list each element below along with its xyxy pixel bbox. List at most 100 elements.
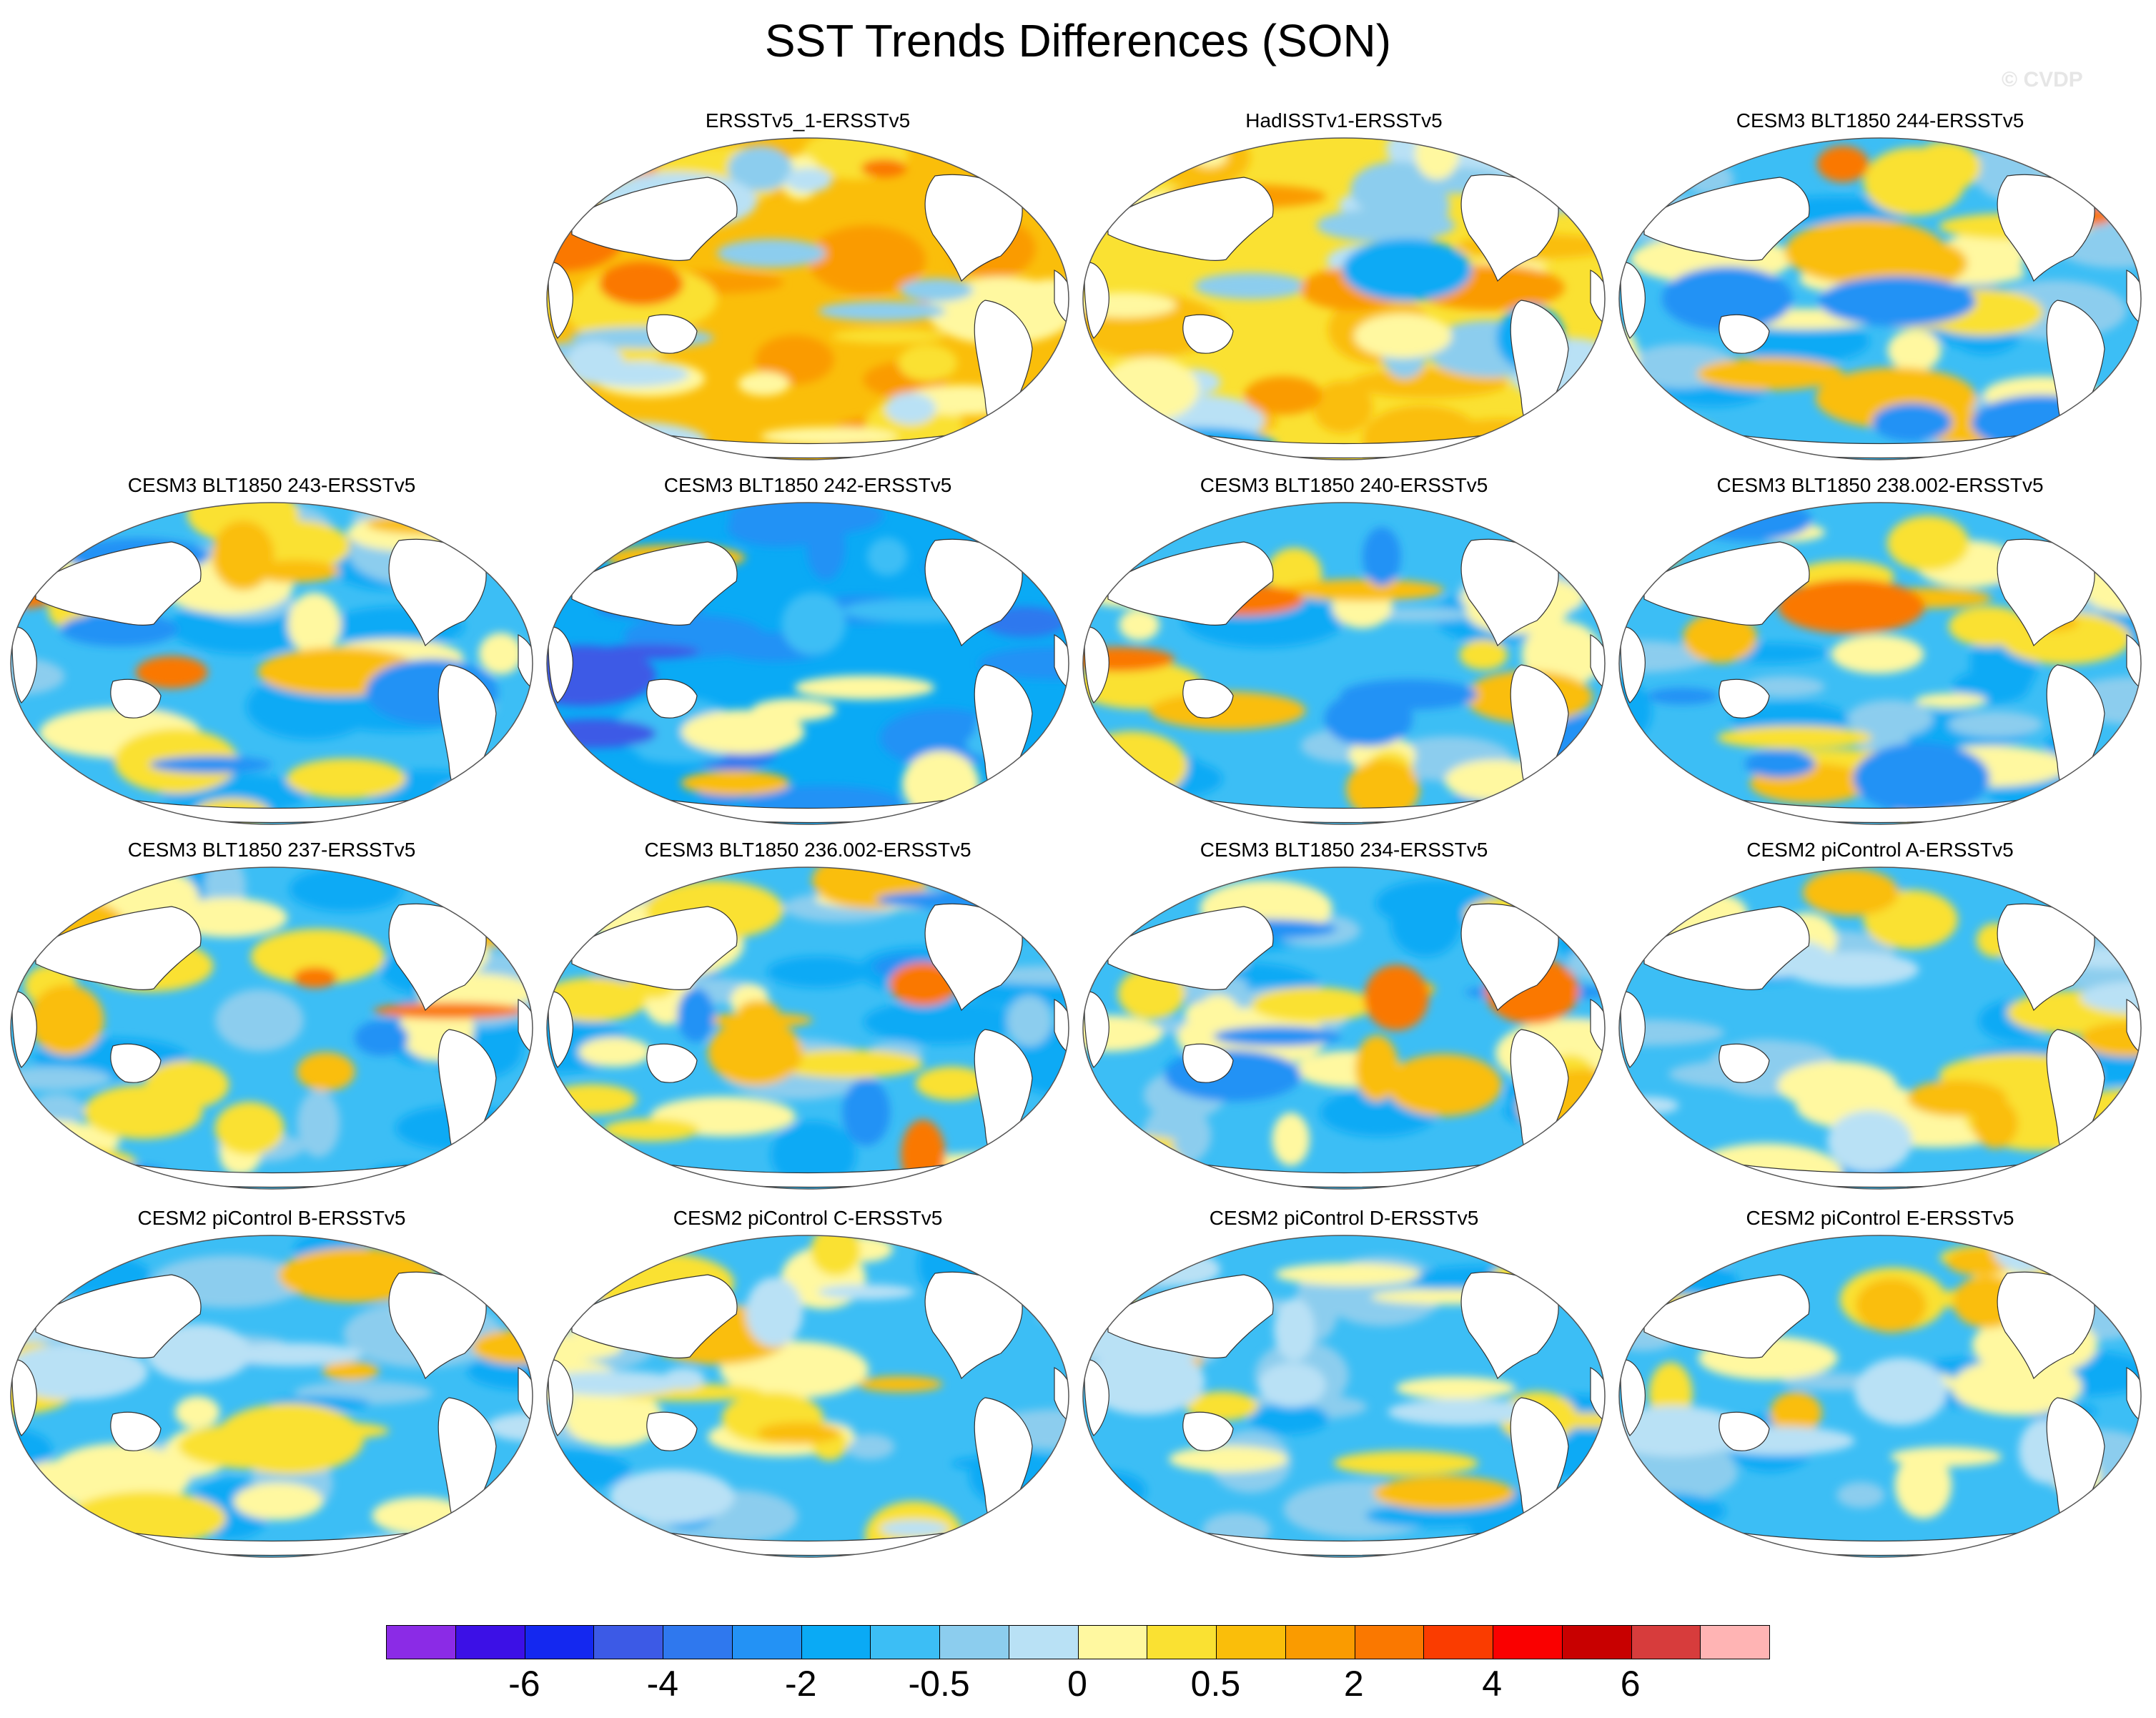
robinson-map (1082, 1235, 1606, 1558)
map-border (1082, 867, 1606, 1190)
map-panel: CESM2 piControl C-ERSSTv5 (543, 1205, 1072, 1562)
land-mass (548, 262, 573, 339)
map-panel: CESM2 piControl A-ERSSTv5 (1616, 836, 2145, 1194)
land-mass (1039, 177, 1067, 216)
colorbar-segment (1493, 1626, 1563, 1659)
land-mass (110, 678, 162, 719)
land-mass (571, 906, 738, 990)
colorbar-segment (1424, 1626, 1493, 1659)
land-mass (646, 1411, 698, 1451)
robinson-map (546, 502, 1069, 825)
robinson-map (10, 502, 533, 825)
map-border (546, 502, 1069, 825)
robinson-map (1082, 137, 1606, 460)
colorbar-segment (594, 1626, 663, 1659)
land-mass (2126, 270, 2141, 325)
land-mass (2126, 634, 2141, 690)
land-mass (110, 1043, 162, 1083)
colorbar-segment (387, 1626, 456, 1659)
land-mass (1590, 1367, 1605, 1423)
land-mass (548, 991, 573, 1068)
colorbar-tick-label: 6 (1620, 1664, 1641, 1704)
land-mass (571, 1274, 738, 1358)
map-panel-title: CESM2 piControl C-ERSSTv5 (673, 1207, 943, 1229)
sst-difference-field (1619, 138, 2141, 460)
sst-difference-field (1619, 503, 2141, 824)
colorbar-segment (1701, 1626, 1769, 1659)
land-mass (1054, 634, 1069, 690)
land-mass (518, 634, 533, 690)
land-mass (2112, 541, 2139, 581)
land-mass (1084, 626, 1109, 704)
land-mass (1182, 1043, 1234, 1083)
land-mass (1084, 1359, 1109, 1436)
robinson-map (1618, 502, 2142, 825)
colorbar-labels: -6 -4 -2 -0.5 0 0.5 2 4 6 (0, 1660, 2156, 1710)
map-panel: CESM3 BLT1850 238.002-ERSSTv5 (1616, 472, 2145, 829)
land-mass (548, 1359, 573, 1436)
land-mass (646, 314, 698, 354)
map-border (1082, 502, 1606, 825)
sst-difference-field (11, 1235, 533, 1557)
land-mass (1039, 541, 1067, 581)
land-mass (35, 906, 202, 990)
land-mass (11, 626, 37, 704)
sst-difference-field (547, 138, 1069, 460)
land-mass (503, 1274, 530, 1313)
land-mass (1576, 177, 1603, 216)
map-border (1618, 867, 2142, 1190)
colorbar-tick-label: -2 (784, 1664, 817, 1704)
map-border (1082, 1235, 1606, 1558)
sst-difference-field (1083, 867, 1605, 1189)
land-mass (646, 1043, 698, 1083)
land-mass (1643, 906, 1810, 990)
robinson-map (1082, 502, 1606, 825)
land-mass (1107, 177, 1274, 261)
map-panel-title: CESM3 BLT1850 240-ERSSTv5 (1200, 474, 1488, 496)
colorbar (386, 1625, 1770, 1659)
robinson-map (546, 1235, 1069, 1558)
land-mass (1054, 270, 1069, 325)
map-panel-title: CESM3 BLT1850 237-ERSSTv5 (127, 839, 416, 861)
land-mass (1719, 314, 1770, 354)
land-mass (1107, 906, 1274, 990)
sst-difference-field (1619, 867, 2141, 1189)
map-panel-title: CESM3 BLT1850 242-ERSSTv5 (663, 474, 952, 496)
map-panel-title: CESM2 piControl B-ERSSTv5 (137, 1207, 406, 1229)
map-panel: HadISSTv1-ERSSTv5 (1079, 107, 1608, 465)
land-mass (518, 1367, 533, 1423)
colorbar-segment (1147, 1626, 1217, 1659)
land-mass (1039, 906, 1067, 945)
map-panel: CESM2 piControl D-ERSSTv5 (1079, 1205, 1608, 1562)
land-mass (1054, 1367, 1069, 1423)
land-mass (1590, 270, 1605, 325)
land-mass (1620, 991, 1646, 1068)
land-mass (35, 1274, 202, 1358)
land-mass (1620, 262, 1646, 339)
colorbar-tick-label: 0 (1067, 1664, 1087, 1704)
colorbar-tick-label: 4 (1482, 1664, 1503, 1704)
land-mass (1107, 541, 1274, 626)
land-mass (11, 991, 37, 1068)
sst-difference-field (1083, 1235, 1605, 1557)
colorbar-segment (732, 1626, 802, 1659)
land-mass (1643, 541, 1810, 626)
map-border (546, 137, 1069, 460)
land-mass (503, 541, 530, 581)
colorbar-segment (1631, 1626, 1701, 1659)
map-panel: CESM3 BLT1850 236.002-ERSSTv5 (543, 836, 1072, 1194)
land-mass (1084, 991, 1109, 1068)
map-border (10, 1235, 533, 1558)
map-panel-title: ERSSTv5_1-ERSSTv5 (705, 109, 911, 132)
sst-difference-field (1083, 503, 1605, 824)
sst-difference-field (11, 867, 533, 1189)
map-panel: CESM2 piControl E-ERSSTv5 (1616, 1205, 2145, 1562)
land-mass (1084, 262, 1109, 339)
land-mass (2126, 1367, 2141, 1423)
map-panel-title: CESM2 piControl A-ERSSTv5 (1746, 839, 2014, 861)
map-panel-title: CESM3 BLT1850 244-ERSSTv5 (1736, 109, 2024, 132)
cvdp-watermark: © CVDP (2002, 68, 2083, 92)
colorbar-tick-label: -0.5 (908, 1664, 970, 1704)
map-border (10, 867, 533, 1190)
robinson-map (1618, 867, 2142, 1190)
